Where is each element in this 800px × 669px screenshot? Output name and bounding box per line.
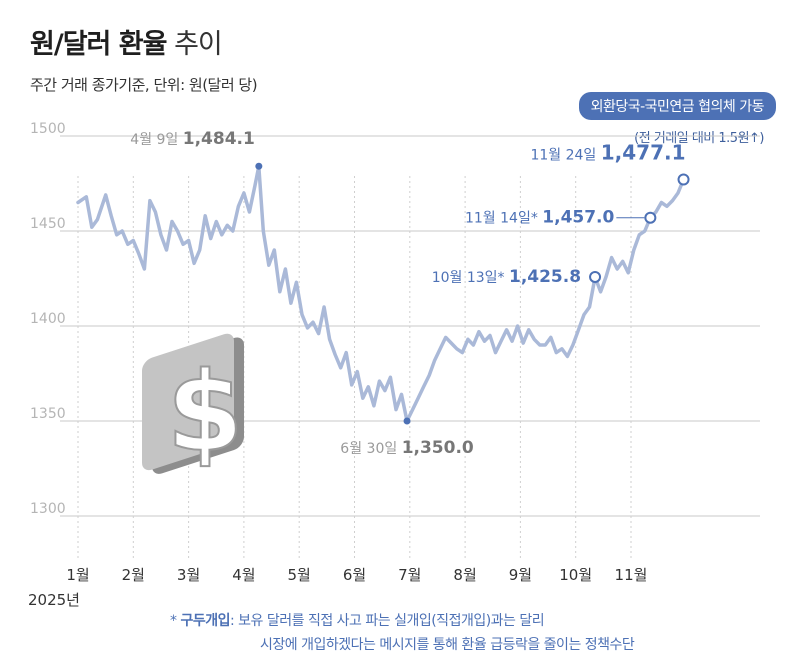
annotation-marker bbox=[403, 417, 411, 425]
annotation-label: 11월 14일* 1,457.0 bbox=[465, 208, 615, 228]
annotation-date: 6월 30일 bbox=[340, 441, 401, 457]
event-badge: 외환당국-국민연금 협의체 가동 bbox=[578, 92, 776, 120]
year-label: 2025년 bbox=[28, 591, 80, 609]
footnote-text-1: : 보유 달러를 직접 사고 파는 실개입(직접개입)과는 달리 bbox=[229, 613, 545, 629]
y-tick-label: 1450 bbox=[30, 216, 66, 232]
page-title: 원/달러 환율 추이 bbox=[30, 22, 223, 61]
annotation-label: 6월 30일 1,350.0 bbox=[340, 438, 474, 458]
y-tick-label: 1300 bbox=[30, 501, 66, 517]
x-tick-label: 1월 bbox=[66, 566, 89, 584]
x-tick-label: 11월 bbox=[615, 566, 648, 584]
annotation-label: 10월 13일* 1,425.8 bbox=[432, 267, 581, 287]
footnote-marker: * bbox=[170, 613, 177, 629]
annotation-marker bbox=[255, 162, 263, 170]
page-subtitle: 주간 거래 종가기준, 단위: 원(달러 당) bbox=[30, 76, 258, 94]
x-tick-label: 2월 bbox=[122, 566, 145, 584]
dollar-icon: $ bbox=[142, 333, 244, 477]
annotation-label: 4월 9일 1,484.1 bbox=[130, 129, 255, 149]
title-light: 추이 bbox=[174, 29, 223, 60]
event-note: (전 거래일 대비 1.5원↑) bbox=[634, 131, 764, 146]
x-tick-label: 10월 bbox=[559, 566, 592, 584]
line-layer bbox=[76, 164, 686, 423]
x-tick-label: 4월 bbox=[232, 566, 255, 584]
annotation-value: 1,350.0 bbox=[402, 438, 474, 458]
annotation-date: 10월 13일* bbox=[432, 270, 509, 286]
grid-layer: 1500 1450 1400 1350 1300 bbox=[30, 121, 760, 561]
x-tick-label: 9월 bbox=[509, 566, 532, 584]
footnote-line-1: * 구두개입: 보유 달러를 직접 사고 파는 실개입(직접개입)과는 달리 bbox=[170, 610, 545, 630]
x-tick-label: 3월 bbox=[177, 566, 200, 584]
annotation-value: 1,425.8 bbox=[509, 267, 581, 287]
series-line bbox=[76, 164, 686, 423]
annotation-layer: 4월 9일 1,484.1 6월 30일 1,350.0 10월 13일* 1,42… bbox=[130, 129, 690, 458]
annotation-date: 4월 9일 bbox=[130, 132, 182, 148]
annotation-marker bbox=[644, 211, 657, 224]
x-tick-label: 5월 bbox=[288, 566, 311, 584]
y-tick-label: 1500 bbox=[30, 121, 66, 137]
annotation-date: 11월 14일* bbox=[465, 211, 542, 227]
x-tick-label: 6월 bbox=[343, 566, 366, 584]
y-tick-label: 1400 bbox=[30, 311, 66, 327]
dollar-icon-shadow bbox=[152, 337, 244, 474]
annotation-value: 1,457.0 bbox=[542, 208, 614, 228]
dollar-icon-face bbox=[142, 333, 234, 471]
annotation-marker bbox=[589, 270, 602, 283]
footnote-line-2: 시장에 개입하겠다는 메시지를 통해 환율 급등락을 줄이는 정책수단 bbox=[260, 637, 635, 653]
x-tick-label: 8월 bbox=[453, 566, 476, 584]
footnote-term: 구두개입 bbox=[180, 613, 230, 629]
y-tick-label: 1350 bbox=[30, 406, 66, 422]
title-bold: 원/달러 환율 bbox=[30, 29, 167, 60]
annotation-date: 11월 24일 bbox=[530, 148, 600, 164]
x-tick-label: 7월 bbox=[398, 566, 421, 584]
annotation-value: 1,484.1 bbox=[183, 129, 255, 149]
dollar-icon-glyph: $ bbox=[167, 348, 244, 476]
annotation-marker bbox=[677, 173, 690, 186]
axis-layer: 1월 2월 3월 4월 5월 6월 7월 8월 9월 10월 11월 2025년 bbox=[28, 566, 647, 609]
